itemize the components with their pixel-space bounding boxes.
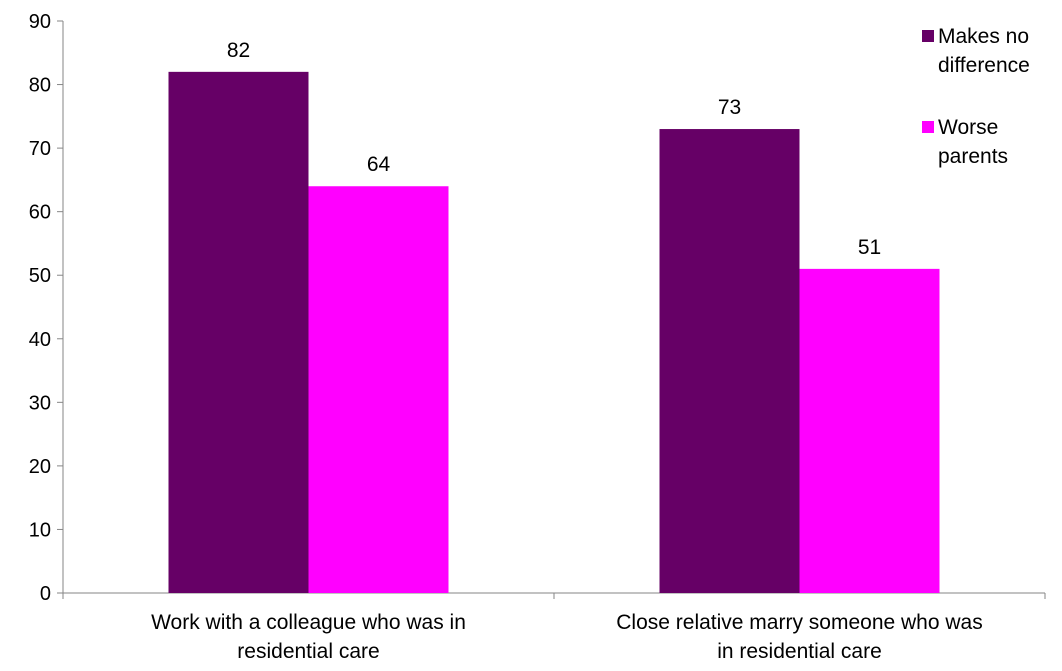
legend-swatch: [922, 30, 934, 42]
category-labels: Work with a colleague who was in resident…: [151, 611, 983, 663]
y-tick-label: 10: [29, 519, 51, 541]
legend-label: Worse parents: [938, 116, 1008, 168]
data-label: 51: [858, 236, 881, 259]
y-tick-label: 70: [29, 138, 51, 160]
x-tick-label: Close relative marry someone who was in r…: [616, 611, 982, 663]
legend-label: Makes no difference: [938, 25, 1030, 77]
legend: Makes no difference Worse parents: [922, 25, 1030, 168]
legend-swatch: [922, 121, 934, 133]
y-tick-label: 30: [29, 392, 51, 414]
y-tick-label: 0: [40, 583, 51, 605]
bars: [168, 71, 940, 594]
data-label: 73: [718, 96, 741, 119]
y-tick-label: 50: [29, 265, 51, 287]
x-tick-label: Work with a colleague who was in resident…: [151, 611, 466, 663]
bar: [799, 268, 940, 593]
y-tick-label: 60: [29, 202, 51, 224]
y-tick-label: 20: [29, 456, 51, 478]
bar: [168, 71, 309, 594]
bar: [308, 186, 449, 593]
data-labels: 82 64 73 51: [227, 39, 881, 259]
axes: 0 10 20 30 40 50 60 70 80 90: [29, 11, 1046, 605]
bar: [659, 129, 800, 594]
data-label: 82: [227, 39, 250, 62]
y-tick-label: 40: [29, 329, 51, 351]
y-tick-label: 80: [29, 75, 51, 97]
data-label: 64: [367, 153, 391, 176]
y-tick-label: 90: [29, 11, 51, 33]
